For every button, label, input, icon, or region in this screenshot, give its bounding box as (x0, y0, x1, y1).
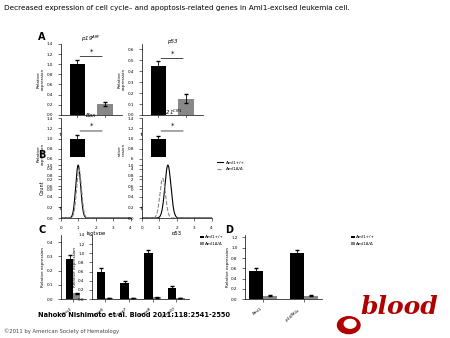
Title: p19$^{ARF}$: p19$^{ARF}$ (81, 34, 101, 44)
X-axis label: isotype: isotype (86, 231, 105, 236)
Bar (151, 139, 166, 189)
Text: *: * (171, 123, 174, 129)
Bar (176, 298, 184, 299)
X-axis label: p53: p53 (171, 231, 182, 236)
Bar (178, 99, 194, 115)
Text: B: B (38, 150, 45, 161)
Y-axis label: Relative expression: Relative expression (226, 247, 230, 287)
Bar (153, 297, 161, 299)
Bar (66, 259, 73, 299)
Y-axis label: Relative
expression: Relative expression (117, 68, 126, 91)
Text: Decreased expression of cell cycle– and apoptosis-related genes in Aml1-excised : Decreased expression of cell cycle– and … (4, 5, 350, 11)
Legend: Aml1+/+, Aml1Δ/Δ: Aml1+/+, Aml1Δ/Δ (198, 234, 225, 247)
Text: blood: blood (360, 295, 438, 319)
Title: p53: p53 (167, 39, 177, 44)
Y-axis label: Relative expression: Relative expression (41, 247, 45, 287)
Y-axis label: Count: Count (40, 180, 45, 195)
Bar (151, 66, 166, 115)
Bar (304, 295, 318, 299)
Text: *: * (90, 123, 93, 129)
Text: ©2011 by American Society of Hematology: ©2011 by American Society of Hematology (4, 328, 120, 334)
Bar (105, 298, 113, 299)
Bar (70, 139, 85, 189)
Legend: Aml1+/+, Aml1Δ/Δ: Aml1+/+, Aml1Δ/Δ (215, 159, 247, 173)
Bar (121, 283, 129, 299)
Title: Bax: Bax (86, 113, 96, 118)
Text: Nahoko Nishimoto et al. Blood 2011;118:2541-2550: Nahoko Nishimoto et al. Blood 2011;118:2… (38, 312, 230, 318)
Bar (97, 104, 112, 115)
Bar (97, 183, 112, 189)
Bar (290, 253, 304, 299)
Bar (97, 272, 105, 299)
Bar (178, 180, 194, 189)
Legend: Aml1+/+, Aml1Δ/Δ: Aml1+/+, Aml1Δ/Δ (349, 234, 377, 247)
Bar (73, 293, 81, 299)
Text: A: A (38, 32, 46, 42)
Bar (168, 288, 176, 299)
Text: D: D (225, 225, 233, 235)
Text: C: C (38, 225, 45, 235)
Bar (144, 253, 153, 299)
Bar (249, 271, 263, 299)
Y-axis label: Relative
expression: Relative expression (117, 143, 126, 165)
Bar (70, 64, 85, 115)
Bar (129, 298, 137, 299)
Y-axis label: Relative
expression: Relative expression (36, 143, 45, 165)
Text: *: * (171, 50, 174, 56)
Text: *: * (90, 48, 93, 54)
Title: p21$^{CIP1}$: p21$^{CIP1}$ (162, 108, 183, 118)
Bar (263, 295, 277, 299)
Y-axis label: Relative expression: Relative expression (73, 247, 77, 287)
Y-axis label: Relative
expression: Relative expression (36, 68, 45, 91)
